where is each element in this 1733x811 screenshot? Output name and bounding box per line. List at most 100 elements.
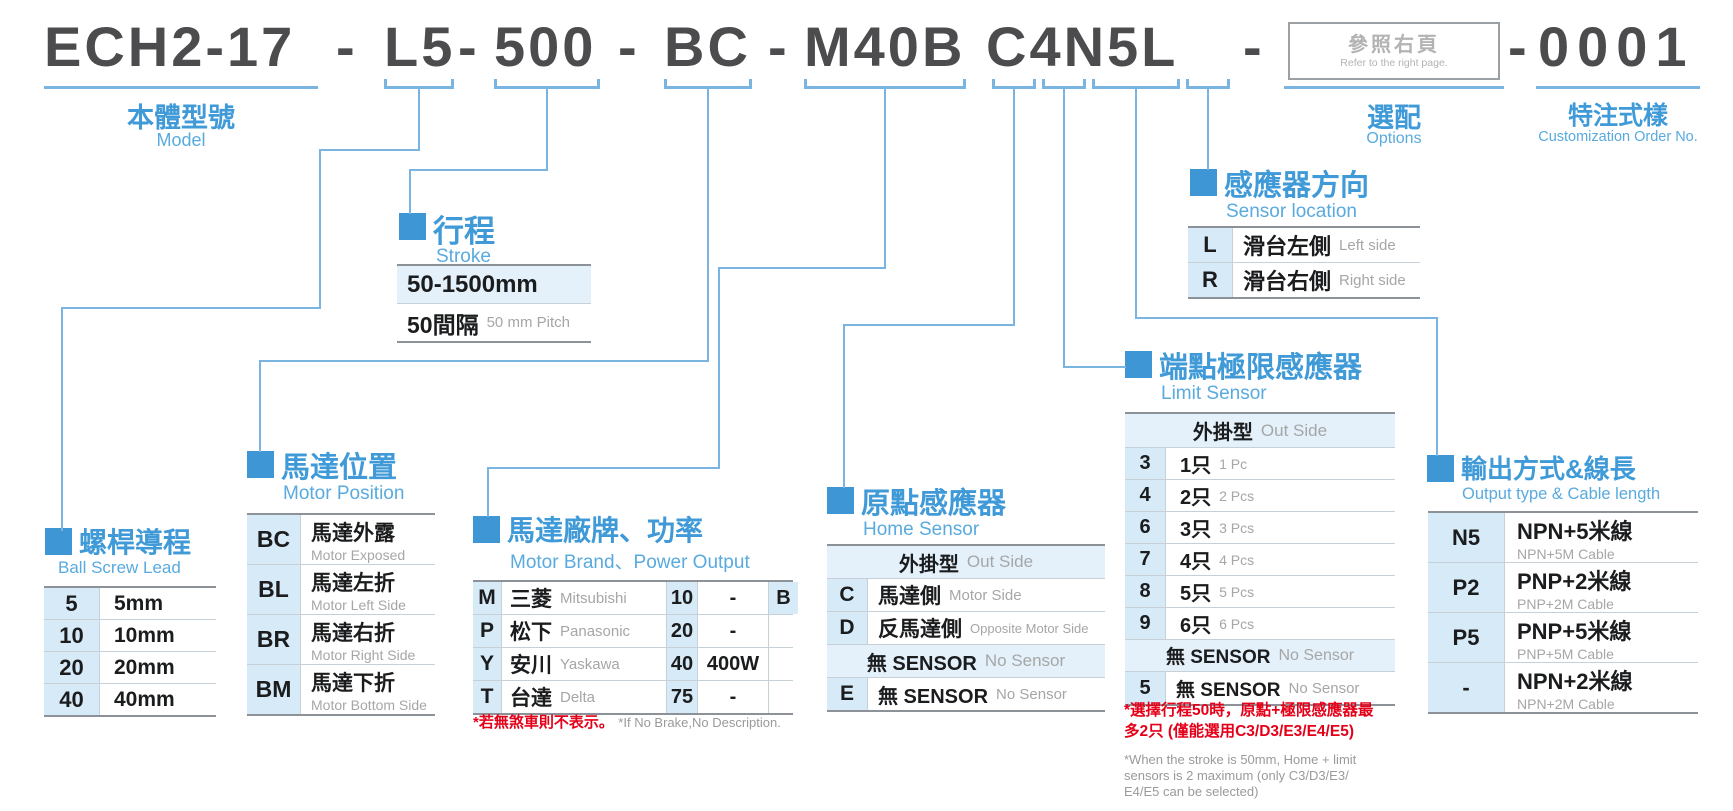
row-en: NPN+2M Cable — [1517, 695, 1615, 712]
row-code: 3 — [1125, 448, 1166, 479]
motor-brand-square-icon — [473, 516, 500, 543]
options-placeholder-box: 參照右頁 Refer to the right page. — [1288, 22, 1500, 80]
home-sensor-table: 外掛型 Out Side C 馬達側 Motor Side D 反馬達側 Opposi… — [827, 544, 1105, 712]
connector-line — [409, 169, 548, 171]
row-en: Left side — [1339, 236, 1396, 254]
table-row: BR 馬達右折 Motor Right Side — [247, 614, 435, 664]
table-header-row: 外掛型 Out Side — [1125, 414, 1395, 447]
motor-position-table: BC 馬達外露 Motor Exposed BL 馬達左折 Motor Left S… — [247, 513, 435, 716]
row-zh: PNP+2米線 — [1517, 568, 1632, 594]
motor-brand-footnote: *若無煞車則不表示。 *If No Brake,No Description. — [473, 711, 781, 732]
row-code: 6 — [1125, 512, 1166, 543]
row-value: 10mm — [114, 623, 175, 647]
connector-line — [1207, 86, 1209, 170]
row-code: 5 — [44, 588, 100, 619]
header-zh: 無 SENSOR — [1165, 647, 1271, 668]
row-en: Opposite Motor Side — [970, 620, 1089, 636]
row-zh: 馬達右折 — [311, 621, 395, 645]
row-value: 5mm — [114, 591, 164, 615]
sensor-location-subtitle: Sensor location — [1226, 201, 1357, 222]
options-box-text-zh: 參照右頁 — [1348, 33, 1440, 56]
brand-zh: 松下 — [510, 621, 552, 644]
table-row: 9 6只 6 Pcs — [1125, 607, 1395, 639]
motor-position-title: 馬達位置 — [281, 452, 398, 484]
row-code: L — [1188, 228, 1233, 262]
stroke-range: 50-1500mm — [407, 270, 538, 298]
ball-screw-subtitle: Ball Screw Lead — [58, 558, 181, 577]
row-code: M — [473, 582, 502, 614]
row-value: 40mm — [114, 687, 175, 711]
model-segment-lead: L5 — [384, 15, 456, 78]
table-row: BC 馬達外露 Motor Exposed — [247, 515, 435, 564]
home-sensor-title: 原點感應器 — [861, 488, 1007, 520]
home-sensor-square-icon — [827, 487, 854, 514]
row-zh: 4只 — [1180, 551, 1212, 573]
limit-sensor-subtitle: Limit Sensor — [1161, 383, 1267, 404]
row-en: No Sensor — [1288, 679, 1360, 697]
model-segment-body: ECH2-17 — [44, 15, 296, 78]
row-zh: PNP+5米線 — [1517, 618, 1632, 644]
power-watt: - — [729, 685, 737, 708]
connector-line — [259, 360, 709, 362]
sensor-location-square-icon — [1190, 169, 1217, 196]
stroke-section-subtitle: Stroke — [436, 246, 491, 267]
table-row: 3 1只 1 Pc — [1125, 447, 1395, 479]
table-row: 5 無 SENSOR No Sensor — [1125, 671, 1395, 704]
row-code: BR — [247, 615, 301, 664]
row-zh: 2只 — [1180, 487, 1212, 509]
model-dash: - — [458, 15, 477, 78]
model-dash: - — [336, 15, 355, 78]
table-row: Y 安川 Yaskawa 40 400W — [473, 647, 793, 680]
table-row: P2 PNP+2米線 PNP+2M Cable — [1428, 562, 1698, 612]
table-row: 6 3只 3 Pcs — [1125, 511, 1395, 543]
table-row: 7 4只 4 Pcs — [1125, 543, 1395, 575]
power-watt: 400W — [706, 652, 760, 675]
table-row: M 三菱 Mitsubishi 10 - B — [473, 582, 798, 614]
row-en: Motor Left Side — [311, 596, 406, 613]
row-zh: 馬達外露 — [311, 521, 395, 545]
connector-line — [487, 468, 489, 517]
power-code: 20 — [666, 615, 698, 647]
row-code: D — [827, 612, 868, 644]
header-zh: 外掛型 — [1192, 422, 1253, 444]
power-code: 75 — [666, 681, 698, 713]
connector-line — [1436, 318, 1438, 456]
header-en: No Sensor — [1278, 646, 1355, 664]
model-dash: - — [1243, 15, 1262, 78]
row-code: 7 — [1125, 544, 1166, 575]
label-model-zh: 本體型號 — [127, 103, 235, 133]
connector-line — [707, 86, 709, 361]
row-en: 3 Pcs — [1219, 519, 1255, 536]
row-en: 4 Pcs — [1219, 551, 1255, 568]
row-code: - — [1428, 663, 1505, 712]
row-en: Motor Right Side — [311, 646, 416, 663]
power-watt: - — [729, 586, 737, 609]
row-code: R — [1188, 263, 1233, 297]
table-row: R 滑台右側 Right side — [1188, 262, 1420, 297]
brand-en: Mitsubishi — [560, 589, 627, 607]
brake-code: B — [768, 582, 798, 614]
table-row: P 松下 Panasonic 20 - — [473, 614, 793, 647]
model-segment-motor: M40B — [804, 15, 966, 78]
connector-line — [1135, 86, 1137, 318]
output-square-icon — [1427, 455, 1454, 482]
model-segment-custom: 0001 — [1538, 15, 1695, 78]
label-custom-en: Customization Order No. — [1538, 129, 1698, 145]
ball-screw-title: 螺桿導程 — [79, 527, 192, 558]
row-code: E — [827, 678, 868, 710]
output-table: N5 NPN+5米線 NPN+5M Cable P2 PNP+2米線 PNP+2M … — [1428, 511, 1698, 714]
connector-line — [61, 308, 63, 531]
underline-options — [1284, 86, 1504, 89]
row-zh: 滑台左側 — [1243, 234, 1332, 259]
connector-line — [1063, 86, 1065, 367]
table-row: T 台達 Delta 75 - — [473, 680, 793, 713]
row-code: 10 — [44, 620, 100, 651]
power-code: 40 — [666, 648, 698, 680]
motor-brand-subtitle: Motor Brand、Power Output — [510, 552, 750, 573]
row-zh: 1只 — [1180, 455, 1212, 477]
brand-zh: 三菱 — [510, 588, 552, 611]
header-en: Out Side — [966, 552, 1034, 571]
brand-zh: 台達 — [510, 687, 552, 710]
header-en: No Sensor — [984, 651, 1066, 670]
